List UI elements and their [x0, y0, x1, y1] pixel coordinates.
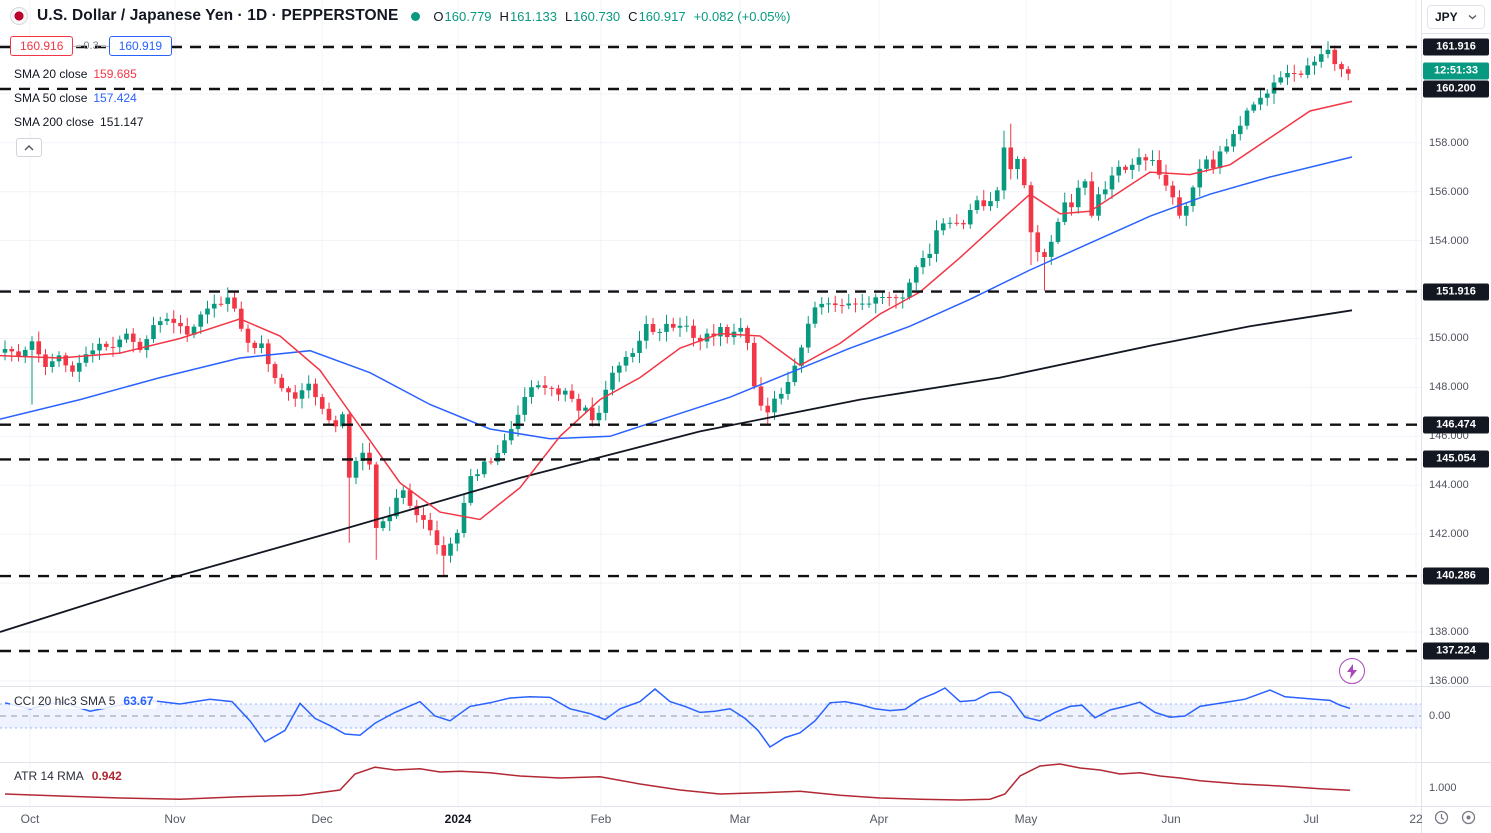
sma50-value: 157.424	[93, 91, 137, 105]
sma50-line	[0, 156, 1353, 440]
spread-line	[100, 45, 109, 47]
sma50-label: SMA 50 close	[14, 91, 88, 105]
price-scale-label: 158.000	[1429, 136, 1469, 149]
time-axis-label: Apr	[869, 812, 889, 826]
price-level-label: 161.916	[1423, 38, 1489, 56]
price-axis[interactable]: 158.000 156.000 154.000 150.000 148.000 146.0…	[1422, 0, 1491, 833]
change-value: +0.082 (+0.05%)	[693, 8, 791, 24]
price-level-label: 140.286	[1423, 567, 1489, 585]
spread-value: 0.3	[73, 40, 109, 52]
price-level-label: 146.474	[1423, 416, 1489, 434]
symbol-title[interactable]: U.S. Dollar / Japanese Yen · 1D · PEPPER…	[37, 7, 399, 24]
price-level-label: 160.200	[1423, 80, 1489, 98]
sell-button[interactable]: 160.916	[10, 36, 74, 56]
sma200-line	[0, 309, 1353, 633]
symbol-flag-icon	[10, 7, 28, 25]
pane-separator[interactable]	[0, 686, 1491, 687]
buy-button[interactable]: 160.919	[108, 36, 173, 56]
time-axis-label: 2024	[444, 812, 472, 826]
open-value: 160.779	[444, 8, 492, 24]
axis-corner-tools	[1434, 810, 1476, 825]
time-axis-label: Nov	[164, 812, 186, 826]
low-value: 160.730	[573, 8, 621, 24]
time-axis-label: Dec	[311, 812, 333, 826]
atr-line	[4, 763, 1351, 801]
price-scale-currency-select[interactable]: JPY	[1427, 5, 1485, 29]
lightning-icon	[1346, 663, 1357, 679]
price-scale-label: 154.000	[1429, 234, 1469, 247]
candles	[2, 41, 1351, 576]
sma20-line	[0, 100, 1353, 521]
indicator-legend-sma20[interactable]: SMA 20 close 159.685	[10, 66, 141, 82]
currency-label: JPY	[1435, 10, 1458, 24]
pane-separator[interactable]	[0, 762, 1491, 763]
quick-action-button[interactable]	[1339, 658, 1365, 684]
price-scale-label: 148.000	[1429, 381, 1469, 394]
sma20-value: 159.685	[93, 67, 137, 81]
spread-line	[73, 45, 82, 47]
price-scale-label: 142.000	[1429, 528, 1469, 541]
time-axis-separator	[0, 806, 1491, 807]
collapse-legend-button[interactable]	[16, 138, 42, 157]
low-label: L	[564, 8, 573, 24]
price-scale-label: 150.000	[1429, 332, 1469, 345]
price-scale-label: 144.000	[1429, 479, 1469, 492]
price-scale-label: 146.000	[1429, 430, 1469, 443]
atr-label: ATR 14 RMA	[14, 769, 84, 783]
time-axis-label: 22	[1409, 812, 1423, 826]
price-level-label: 137.224	[1423, 642, 1489, 660]
atr-legend[interactable]: ATR 14 RMA 0.942	[10, 768, 126, 784]
indicator-legend-sma50[interactable]: SMA 50 close 157.424	[10, 90, 141, 106]
atr-scale-label: 1.000	[1429, 782, 1457, 794]
gridlines	[0, 0, 1421, 806]
time-axis[interactable]: Oct Nov Dec 2024 Feb Mar Apr May Jun Jul 22	[0, 806, 1423, 833]
chevron-up-icon	[24, 144, 34, 150]
market-status-icon[interactable]	[411, 11, 421, 21]
axis-header-separator	[1421, 33, 1491, 34]
indicator-legend-sma200[interactable]: SMA 200 close 151.147	[10, 114, 148, 130]
time-axis-label: May	[1014, 812, 1038, 826]
bid-ask-widget: 160.916 0.3 160.919	[10, 36, 173, 56]
open-label: O	[433, 8, 444, 24]
time-axis-label: Feb	[590, 812, 612, 826]
cci-label: CCI 20 hlc3 SMA 5	[14, 694, 116, 708]
time-axis-label: Mar	[729, 812, 751, 826]
scale-settings-icon[interactable]	[1461, 810, 1476, 825]
close-value: 160.917	[638, 8, 686, 24]
cci-scale-label: 0.00	[1429, 710, 1451, 722]
chart-header: U.S. Dollar / Japanese Yen · 1D · PEPPER…	[10, 7, 790, 25]
close-label: C	[628, 8, 638, 24]
ohlc-readout: O 160.779 H 161.133 L 160.730 C 160.917 +0.0…	[433, 9, 790, 24]
time-axis-label: Jul	[1303, 812, 1319, 826]
price-chart-canvas[interactable]	[0, 0, 1421, 806]
high-label: H	[499, 8, 509, 24]
price-scale-label: 138.000	[1429, 625, 1469, 638]
chevron-down-icon	[1468, 15, 1477, 20]
price-axis-separator	[1421, 0, 1422, 833]
atr-value: 0.942	[91, 769, 122, 783]
clock-icon[interactable]	[1434, 810, 1449, 825]
sma20-label: SMA 20 close	[14, 67, 88, 81]
price-scale-label: 136.000	[1429, 674, 1469, 687]
price-level-label: 145.054	[1423, 450, 1489, 468]
cci-legend[interactable]: CCI 20 hlc3 SMA 5 63.67	[10, 693, 158, 709]
time-axis-label: Oct	[20, 812, 40, 826]
sma200-label: SMA 200 close	[14, 115, 95, 129]
price-level-label: 151.916	[1423, 283, 1489, 301]
high-value: 161.133	[509, 8, 557, 24]
cci-value: 63.67	[123, 694, 154, 708]
price-scale-label: 156.000	[1429, 185, 1469, 198]
bar-countdown-label: 12:51:33	[1423, 62, 1489, 80]
sma200-value: 151.147	[100, 115, 144, 129]
cci-line	[4, 687, 1351, 749]
time-axis-label: Jun	[1161, 812, 1181, 826]
